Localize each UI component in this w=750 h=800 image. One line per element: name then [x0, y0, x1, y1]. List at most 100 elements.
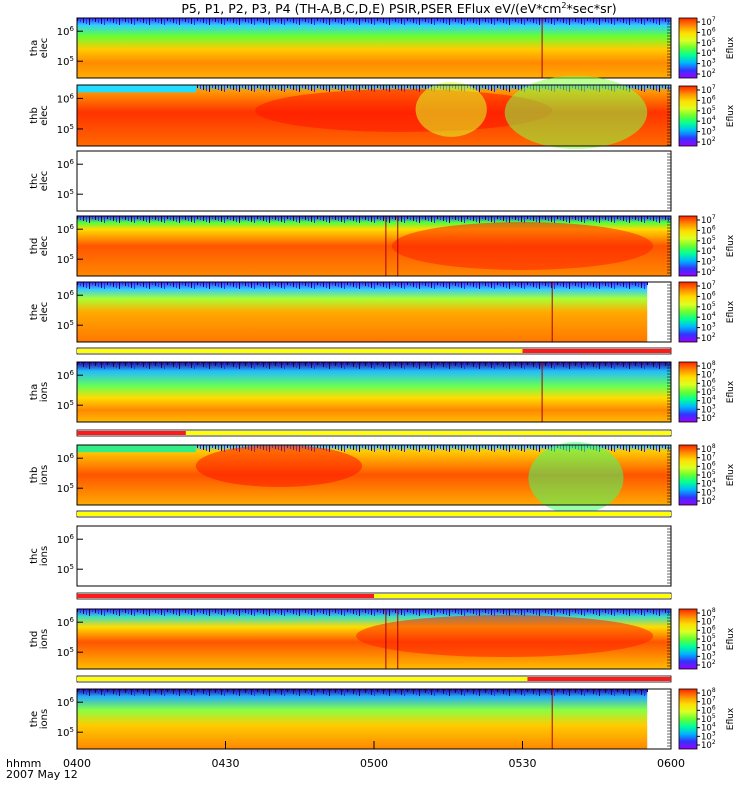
time-tick-label: 0500 [360, 757, 388, 770]
panel-y-label: thdions [29, 629, 50, 649]
spectrogram-noise [77, 362, 669, 369]
flux-region [391, 222, 654, 270]
colorbar [678, 215, 698, 277]
colorbar-tick-label: 107 [701, 84, 716, 96]
y-tick-label: 106 [57, 25, 75, 38]
colorbar-tick-label: 105 [701, 105, 716, 117]
colorbar-tick-label: 105 [701, 633, 716, 645]
colorbar-tick-label: 102 [701, 659, 716, 671]
status-segment [77, 431, 186, 435]
colorbar-tick-label: 107 [701, 696, 716, 708]
date-label: 2007 May 12 [6, 768, 78, 781]
colorbar-tick-label: 104 [701, 47, 716, 59]
y-tick-label: 105 [57, 482, 74, 495]
colorbar-tick-label: 104 [701, 642, 716, 654]
colorbar-tick-label: 104 [701, 722, 716, 734]
spectrogram [77, 282, 648, 342]
y-tick-label: 105 [57, 123, 74, 136]
colorbar-tick-label: 106 [701, 624, 716, 636]
colorbar-tick-label: 107 [701, 280, 716, 292]
y-tick-label: 105 [57, 55, 74, 68]
status-segment [527, 677, 671, 681]
panel-y-label: thcions [29, 546, 50, 566]
panel-y-label: thaelec [29, 38, 50, 59]
panel-stack: 106105thaelec107106105104103102Eflux1061… [29, 16, 736, 751]
colorbar-tick-label: 103 [701, 403, 716, 415]
colorbar-tick-label: 108 [701, 607, 716, 619]
colorbar-tick-label: 106 [701, 377, 716, 389]
spectrogram-noise [77, 609, 669, 616]
flux-region [77, 85, 196, 93]
colorbar-tick-label: 108 [701, 443, 716, 455]
colorbar-tick-label: 103 [701, 730, 716, 742]
spectrogram-noise [77, 216, 669, 223]
colorbar-tick-label: 104 [701, 395, 716, 407]
title-main: P5, P1, P2, P3, P4 (TH-A,B,C,D,E) PSIR,P… [181, 1, 561, 16]
flux-region [195, 445, 363, 487]
colorbar-tick-label: 102 [701, 412, 716, 424]
colorbar-label: Eflux [726, 380, 736, 403]
panel-y-label: thcelec [29, 171, 50, 192]
colorbar-label: Eflux [726, 627, 736, 650]
time-tick-label: 0600 [657, 757, 685, 770]
spectrogram [77, 18, 671, 78]
y-tick-label: 106 [57, 369, 75, 382]
status-segment [185, 431, 671, 435]
colorbar-label: Eflux [726, 300, 736, 323]
y-tick-label: 106 [57, 158, 75, 171]
colorbar-tick-label: 106 [701, 26, 716, 38]
status-bar [76, 510, 672, 518]
status-bar [76, 592, 672, 600]
colorbar-tick-label: 107 [701, 616, 716, 628]
spectrogram [77, 362, 671, 422]
status-bar [76, 347, 672, 355]
colorbar-tick-label: 103 [701, 322, 716, 334]
colorbar [678, 444, 698, 506]
colorbar-label: Eflux [726, 234, 736, 257]
y-tick-label: 106 [57, 92, 75, 105]
panel-thc-elec: 106 105 thcelec [29, 150, 672, 212]
colorbar-tick-label: 105 [701, 469, 716, 481]
colorbar-tick-label: 102 [701, 136, 716, 148]
colorbar-tick-label: 104 [701, 245, 716, 257]
y-tick-label: 106 [57, 696, 75, 709]
colorbar-tick-label: 104 [701, 115, 716, 127]
y-tick-label: 105 [57, 188, 74, 201]
colorbar-tick-label: 103 [701, 650, 716, 662]
status-bars [76, 347, 672, 683]
colorbar-tick-label: 103 [701, 126, 716, 138]
colorbar [678, 688, 698, 750]
colorbar-tick-label: 108 [701, 687, 716, 699]
panel-thc-ions: 106 105 thcions [29, 525, 672, 587]
y-tick-label: 105 [57, 399, 74, 412]
spectrogram-noise [77, 689, 648, 696]
colorbar-label: Eflux [726, 463, 736, 486]
spectrogram-noise [77, 18, 669, 25]
y-tick-label: 105 [57, 646, 74, 659]
time-axis: 0400 0430 0500 0530 0600 [63, 741, 685, 770]
colorbar-label: Eflux [726, 707, 736, 730]
y-tick-label: 106 [57, 616, 75, 629]
status-segment [77, 677, 528, 681]
panel-y-label: theelec [29, 302, 50, 323]
panel-y-label: thaions [29, 382, 50, 402]
colorbar-tick-label: 105 [701, 386, 716, 398]
colorbar-tick-label: 106 [701, 290, 716, 302]
colorbar-tick-label: 107 [701, 369, 716, 381]
colorbar [678, 17, 698, 79]
colorbar-tick-label: 102 [701, 495, 716, 507]
y-tick-label: 105 [57, 253, 74, 266]
panel-y-label: thbions [29, 465, 50, 485]
status-segment [77, 594, 374, 598]
colorbar-tick-label: 106 [701, 94, 716, 106]
colorbar-tick-label: 102 [701, 332, 716, 344]
time-tick-label: 0430 [212, 757, 240, 770]
colorbar-tick-label: 103 [701, 486, 716, 498]
flux-region [504, 75, 648, 150]
flux-region [415, 81, 487, 137]
status-segment [522, 349, 671, 353]
